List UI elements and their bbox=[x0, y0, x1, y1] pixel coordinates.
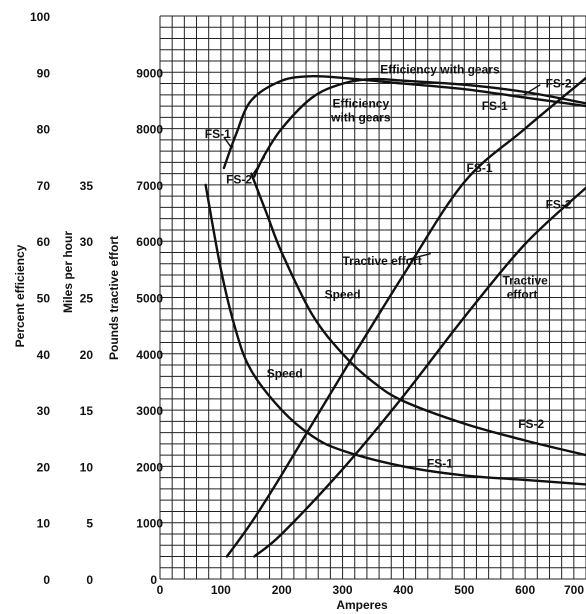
curve-annotation: FS-2 bbox=[546, 77, 572, 91]
annotation-leader-line bbox=[523, 84, 541, 96]
curve-annotation: FS-2 bbox=[518, 417, 544, 431]
curve-annotation: Speed bbox=[325, 288, 361, 302]
series-line-speed-5 bbox=[250, 172, 586, 457]
y-axis-title-speed: Miles per hour bbox=[61, 231, 75, 313]
tractive-tick-label: 1000 bbox=[136, 517, 163, 531]
curve-annotation: with gears bbox=[330, 110, 391, 124]
speed-tick-label: 5 bbox=[86, 517, 93, 531]
x-tick-label: 0 bbox=[157, 583, 164, 597]
curve-annotation: Efficiency bbox=[332, 96, 389, 110]
x-tick-label: 400 bbox=[393, 583, 413, 597]
y-axis-title-tractive: Pounds tractive effort bbox=[107, 236, 121, 360]
x-tick-label: 700 bbox=[564, 583, 584, 597]
efficiency-tick-label: 0 bbox=[43, 573, 50, 587]
grid bbox=[159, 15, 586, 580]
efficiency-tick-label: 70 bbox=[37, 179, 51, 193]
series-line-tractive-effort-2 bbox=[225, 76, 586, 558]
tractive-tick-label: 8000 bbox=[136, 123, 163, 137]
efficiency-axis-ticks: 0 10 20 30 40 50 60 70 80 90 100 bbox=[30, 10, 50, 587]
efficiency-tick-label: 20 bbox=[37, 460, 51, 474]
speed-tick-label: 0 bbox=[86, 573, 93, 587]
x-tick-label: 100 bbox=[211, 583, 231, 597]
curve-annotation: FS-2 bbox=[546, 198, 572, 212]
tractive-tick-label: 6000 bbox=[136, 235, 163, 249]
efficiency-tick-label: 10 bbox=[37, 517, 51, 531]
speed-tick-label: 25 bbox=[80, 292, 94, 306]
tractive-tick-label: 9000 bbox=[136, 66, 163, 80]
curve-annotation: effort bbox=[507, 288, 538, 302]
series-line-efficiency-1 bbox=[253, 77, 586, 178]
speed-tick-label: 10 bbox=[80, 460, 94, 474]
tractive-tick-label: 5000 bbox=[136, 292, 163, 306]
series-lines bbox=[204, 74, 586, 558]
efficiency-tick-label: 100 bbox=[30, 10, 50, 24]
curve-annotation: Tractive effort bbox=[342, 254, 421, 268]
series-line-speed-4 bbox=[204, 183, 586, 486]
efficiency-tick-label: 30 bbox=[37, 404, 51, 418]
series-line-efficiency-0 bbox=[222, 74, 586, 170]
curve-annotation: FS-2 bbox=[226, 172, 252, 186]
tractive-tick-label: 3000 bbox=[136, 404, 163, 418]
speed-tick-label: 30 bbox=[80, 235, 94, 249]
x-tick-label: 600 bbox=[515, 583, 535, 597]
curve-annotation: FS-1 bbox=[205, 127, 231, 141]
x-tick-label: 300 bbox=[333, 583, 353, 597]
efficiency-tick-label: 50 bbox=[37, 292, 51, 306]
efficiency-tick-label: 40 bbox=[37, 348, 51, 362]
tractive-axis-ticks: 0 1000 2000 3000 4000 5000 6000 7000 8000 9000 bbox=[136, 66, 163, 587]
x-axis-ticks: 0 100 200 300 400 500 600 700 bbox=[157, 583, 585, 597]
x-axis-title: Amperes bbox=[336, 598, 388, 612]
tractive-tick-label: 7000 bbox=[136, 179, 163, 193]
curve-annotation: FS-1 bbox=[427, 457, 453, 471]
y-axis-title-efficiency: Percent efficiency bbox=[13, 244, 27, 347]
tractive-tick-label: 4000 bbox=[136, 348, 163, 362]
annotation-leader-line bbox=[406, 252, 431, 261]
efficiency-tick-label: 60 bbox=[37, 235, 51, 249]
speed-axis-ticks: 0 5 10 15 20 25 30 35 bbox=[80, 179, 94, 587]
efficiency-tick-label: 90 bbox=[37, 66, 51, 80]
speed-tick-label: 35 bbox=[80, 179, 94, 193]
curve-annotation: Tractive bbox=[502, 274, 548, 288]
x-tick-label: 200 bbox=[272, 583, 292, 597]
annotation-leader-line bbox=[251, 156, 266, 176]
efficiency-tick-label: 80 bbox=[37, 123, 51, 137]
tractive-tick-label: 2000 bbox=[136, 460, 163, 474]
tractive-tick-label: 0 bbox=[150, 573, 157, 587]
speed-tick-label: 20 bbox=[80, 348, 94, 362]
annotation-leader-line bbox=[223, 136, 233, 149]
curve-annotation: Efficiency with gears bbox=[380, 62, 500, 76]
x-tick-label: 500 bbox=[454, 583, 474, 597]
speed-tick-label: 15 bbox=[80, 404, 94, 418]
curve-annotation: Speed bbox=[267, 367, 303, 381]
curve-annotation: FS-1 bbox=[482, 99, 508, 113]
series-line-tractive-effort-3 bbox=[253, 186, 586, 558]
curve-annotation: FS-1 bbox=[466, 161, 492, 175]
